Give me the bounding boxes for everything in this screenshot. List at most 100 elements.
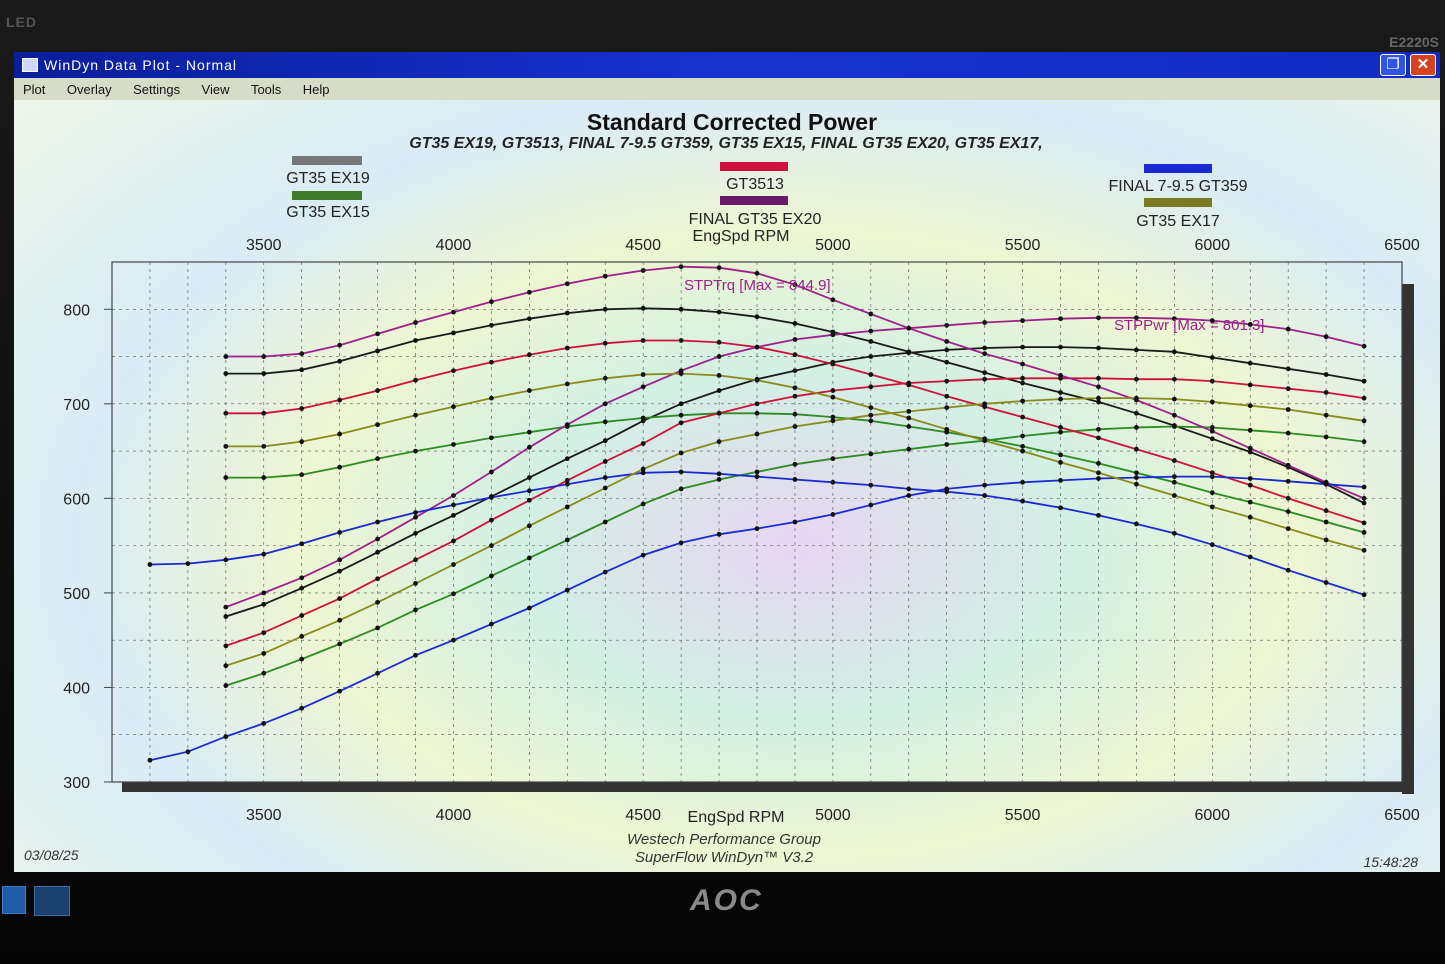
data-point-power-gt35-ex17 <box>564 504 570 510</box>
data-point-power-gt35-ex17 <box>223 663 229 669</box>
data-point-power-final-gt35-ex20 <box>830 332 836 338</box>
data-point-power-final-7-9-5-gt359 <box>1247 476 1253 481</box>
data-point-power-final-gt35-ex20 <box>564 422 570 428</box>
restore-button[interactable]: ❐ <box>1380 54 1406 76</box>
data-point-torque-gt3513 <box>1361 520 1367 526</box>
data-point-power-gt35-ex15 <box>1323 434 1329 440</box>
data-point-torque-final-gt35-ex20 <box>564 281 570 287</box>
data-point-power-gt35-ex17 <box>489 543 494 549</box>
legend-swatch-gt35-ex19 <box>292 156 362 165</box>
menu-view[interactable]: View <box>201 82 230 97</box>
data-point-power-gt3513 <box>526 497 532 503</box>
data-point-torque-final-7-9-5-gt359 <box>830 479 836 485</box>
data-point-torque-gt35-ex15 <box>1247 499 1253 505</box>
data-point-power-gt35-ex15 <box>868 451 874 457</box>
data-point-power-final-7-9-5-gt359 <box>1096 476 1101 481</box>
menu-settings[interactable]: Settings <box>133 82 181 97</box>
data-point-power-gt3513 <box>1020 375 1025 381</box>
data-point-torque-final-7-9-5-gt359 <box>678 469 684 475</box>
top-x-tick-label: 6500 <box>1384 237 1420 254</box>
data-point-power-gt3513 <box>602 459 608 464</box>
data-point-power-gt35-ex19 <box>451 512 456 518</box>
data-point-torque-gt35-ex17 <box>261 443 267 449</box>
data-point-torque-final-7-9-5-gt359 <box>564 481 570 487</box>
data-point-torque-gt3513 <box>1209 470 1215 476</box>
data-point-power-gt35-ex19 <box>678 401 684 407</box>
data-point-torque-gt35-ex19 <box>1361 500 1367 506</box>
x-tick-label: 5000 <box>815 807 851 824</box>
data-point-power-gt35-ex19 <box>982 345 988 351</box>
data-point-power-gt35-ex19 <box>1247 360 1253 366</box>
data-point-torque-gt3513 <box>1247 482 1253 488</box>
data-point-torque-gt35-ex15 <box>526 429 532 435</box>
menu-tools[interactable]: Tools <box>250 82 282 97</box>
data-point-power-gt35-ex15 <box>716 477 722 482</box>
x-tick-label: 5500 <box>1005 807 1041 824</box>
data-point-torque-gt3513 <box>830 361 836 367</box>
data-point-power-gt35-ex19 <box>716 388 722 393</box>
data-point-torque-gt35-ex17 <box>982 438 988 444</box>
data-point-power-gt35-ex17 <box>678 450 684 456</box>
data-point-torque-gt35-ex17 <box>337 431 343 437</box>
data-point-power-final-gt35-ex20 <box>1020 318 1025 324</box>
data-point-torque-final-gt35-ex20 <box>1171 412 1177 418</box>
data-point-torque-final-gt35-ex20 <box>678 264 684 270</box>
data-point-torque-gt35-ex15 <box>792 411 798 417</box>
data-point-power-gt3513 <box>1209 378 1215 384</box>
data-point-torque-gt35-ex17 <box>716 373 722 378</box>
data-point-torque-gt35-ex15 <box>1134 470 1139 476</box>
taskbar <box>0 872 1445 924</box>
data-point-torque-gt35-ex17 <box>830 394 836 400</box>
data-point-power-gt35-ex15 <box>337 641 343 647</box>
grid <box>112 262 1402 782</box>
data-point-power-final-7-9-5-gt359 <box>716 531 722 537</box>
torque-max-annotation: STPTrq [Max = 844.9] <box>684 277 831 294</box>
data-point-torque-final-gt35-ex20 <box>1361 495 1367 501</box>
legend-label-gt35-ex17: GT35 EX17 <box>1136 213 1220 230</box>
restore-icon: ❐ <box>1386 56 1400 73</box>
data-point-torque-final-7-9-5-gt359 <box>451 502 456 508</box>
data-point-torque-gt3513 <box>678 338 684 343</box>
legend-label-gt3513: GT3513 <box>726 176 784 193</box>
data-point-torque-final-7-9-5-gt359 <box>1247 554 1253 560</box>
menu-bar: Plot Overlay Settings View Tools Help <box>14 78 1440 100</box>
data-point-torque-gt35-ex19 <box>1209 436 1215 442</box>
data-point-power-final-gt35-ex20 <box>337 557 343 563</box>
menu-help[interactable]: Help <box>302 82 330 97</box>
data-point-power-gt35-ex15 <box>223 683 229 688</box>
close-button[interactable]: ✕ <box>1410 54 1436 76</box>
data-point-power-gt35-ex19 <box>375 549 380 555</box>
data-point-torque-final-gt35-ex20 <box>526 289 532 295</box>
data-point-power-final-gt35-ex20 <box>716 354 722 359</box>
menu-plot[interactable]: Plot <box>23 82 46 97</box>
data-point-power-final-7-9-5-gt359 <box>982 482 988 488</box>
data-point-power-final-gt35-ex20 <box>792 337 798 342</box>
data-point-torque-final-gt35-ex20 <box>792 282 798 288</box>
data-point-power-gt35-ex17 <box>299 634 305 639</box>
data-point-torque-final-gt35-ex20 <box>1096 384 1101 390</box>
data-point-torque-final-7-9-5-gt359 <box>754 474 760 480</box>
data-point-torque-gt35-ex17 <box>1323 537 1329 543</box>
data-point-power-gt35-ex15 <box>792 461 798 467</box>
data-point-torque-gt35-ex17 <box>223 443 229 449</box>
data-point-power-final-gt35-ex20 <box>982 320 988 325</box>
plot-shadow-right <box>1402 284 1414 794</box>
data-point-torque-gt35-ex15 <box>602 419 608 425</box>
data-point-power-final-7-9-5-gt359 <box>602 569 608 575</box>
data-point-torque-final-gt35-ex20 <box>982 351 988 357</box>
data-point-power-gt35-ex15 <box>375 625 380 631</box>
data-point-torque-gt35-ex17 <box>1134 481 1139 487</box>
data-point-power-final-7-9-5-gt359 <box>1171 474 1177 480</box>
footer-company: Westech Performance Group <box>627 831 821 848</box>
data-point-power-gt35-ex15 <box>906 446 912 452</box>
data-point-power-gt35-ex17 <box>792 424 798 429</box>
data-point-power-gt3513 <box>716 410 722 416</box>
data-point-torque-gt35-ex17 <box>375 422 380 428</box>
data-point-power-final-7-9-5-gt359 <box>451 637 456 643</box>
data-point-torque-final-7-9-5-gt359 <box>906 486 912 492</box>
data-point-power-gt35-ex19 <box>1096 345 1101 351</box>
windows-start-icon[interactable] <box>2 886 26 914</box>
data-point-power-gt3513 <box>1323 390 1329 395</box>
data-point-torque-gt3513 <box>602 340 608 346</box>
menu-overlay[interactable]: Overlay <box>66 82 112 97</box>
